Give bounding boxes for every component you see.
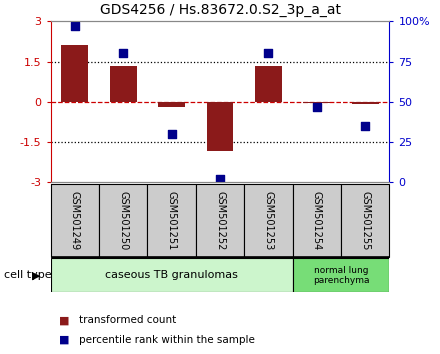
Bar — [196, 184, 244, 257]
Text: normal lung
parenchyma: normal lung parenchyma — [313, 266, 369, 285]
Text: GSM501255: GSM501255 — [360, 191, 370, 250]
Text: cell type: cell type — [4, 270, 52, 280]
Title: GDS4256 / Hs.83672.0.S2_3p_a_at: GDS4256 / Hs.83672.0.S2_3p_a_at — [99, 4, 341, 17]
Text: ■: ■ — [59, 335, 70, 345]
Text: caseous TB granulomas: caseous TB granulomas — [105, 270, 238, 280]
Bar — [147, 184, 196, 257]
Bar — [207, 102, 233, 152]
Bar — [158, 102, 185, 107]
Text: transformed count: transformed count — [79, 315, 176, 325]
Text: GSM501250: GSM501250 — [118, 191, 128, 250]
Text: GSM501252: GSM501252 — [215, 191, 225, 250]
Text: percentile rank within the sample: percentile rank within the sample — [79, 335, 255, 345]
Point — [313, 104, 320, 109]
Text: GSM501253: GSM501253 — [264, 191, 273, 250]
Point — [216, 176, 224, 182]
Bar — [244, 184, 293, 257]
Text: ▶: ▶ — [32, 270, 41, 280]
Bar — [99, 184, 147, 257]
Bar — [352, 102, 378, 104]
Bar — [304, 102, 330, 103]
Text: GSM501249: GSM501249 — [70, 191, 80, 250]
Bar — [293, 258, 389, 292]
Point — [71, 23, 78, 29]
Point — [120, 51, 127, 56]
Bar — [51, 258, 293, 292]
Bar — [110, 65, 136, 102]
Bar — [293, 184, 341, 257]
Text: GSM501254: GSM501254 — [312, 191, 322, 250]
Bar — [62, 45, 88, 102]
Point — [265, 51, 272, 56]
Text: GSM501251: GSM501251 — [167, 191, 176, 250]
Bar — [255, 65, 282, 102]
Text: ■: ■ — [59, 315, 70, 325]
Bar — [51, 184, 99, 257]
Point — [362, 123, 369, 129]
Bar — [341, 184, 389, 257]
Point — [168, 131, 175, 137]
